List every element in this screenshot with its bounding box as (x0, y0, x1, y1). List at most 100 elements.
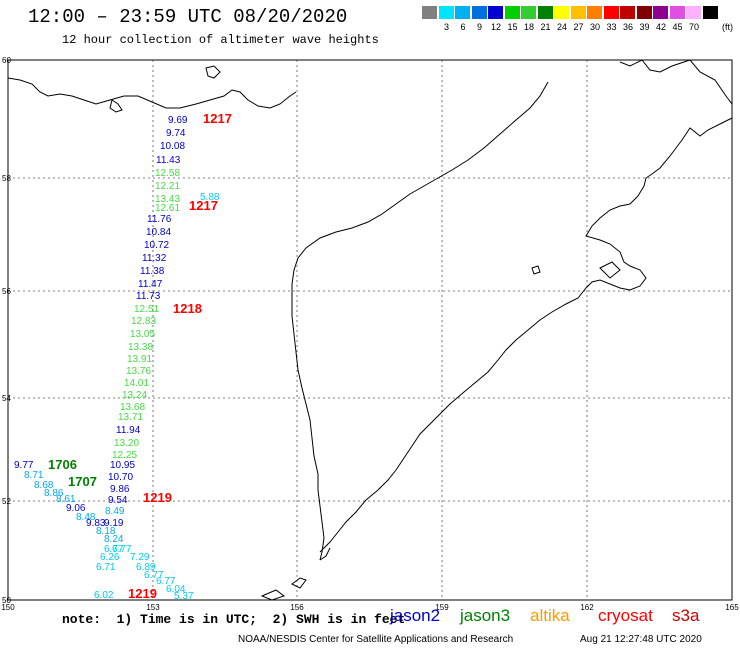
map-subtitle: 12 hour collection of altimeter wave hei… (62, 33, 379, 47)
color-scale-label: 24 (556, 22, 567, 32)
wave-height-value: 9.74 (166, 128, 186, 139)
wave-height-value: 5.88 (200, 192, 220, 203)
color-scale-swatch (422, 6, 437, 19)
latitude-tick-label: 56 (2, 287, 11, 296)
wave-height-value: 8.18 (96, 526, 116, 537)
latitude-tick-label: 58 (2, 174, 11, 183)
latitude-tick-label: 60 (2, 56, 11, 65)
color-scale-label: 45 (672, 22, 683, 32)
track-time-label: 1706 (48, 457, 77, 472)
color-scale-swatch (587, 6, 602, 19)
track-time-label: 1707 (68, 474, 97, 489)
wave-height-value: 13.05 (130, 329, 155, 340)
latitude-tick-label: 50 (2, 596, 11, 605)
color-scale-swatch (488, 6, 503, 19)
color-scale-label: 3 (443, 22, 449, 32)
color-scale-swatch (455, 6, 470, 19)
wave-height-value: 9.69 (168, 115, 188, 126)
wave-height-value: 10.70 (108, 472, 133, 483)
color-scale-swatch (653, 6, 668, 19)
track-time-label: 1217 (203, 111, 232, 126)
color-scale-swatch (669, 6, 685, 19)
wave-height-value: 9.77 (14, 460, 34, 471)
wave-height-value: 11.43 (156, 155, 181, 166)
longitude-tick-label: 159 (435, 603, 449, 612)
footer-note: note: 1) Time is in UTC; 2) SWH is in fe… (62, 612, 406, 627)
wave-height-value: 13.38 (128, 342, 153, 353)
color-scale-swatch (438, 6, 454, 19)
latitude-tick-label: 52 (2, 497, 11, 506)
track-time-label: 1219 (128, 586, 157, 601)
wave-height-value: 6.77 (144, 570, 164, 581)
wave-height-value: 9.19 (104, 518, 124, 529)
wave-height-value: 13.43 (155, 194, 180, 205)
coastline (7, 59, 733, 601)
longitude-tick-label: 150 (1, 603, 15, 612)
wave-height-value: 10.72 (144, 240, 169, 251)
wave-height-value: 12.58 (155, 168, 180, 179)
color-scale-swatch (554, 6, 569, 19)
wave-height-value: 12.25 (112, 450, 137, 461)
wave-height-value: 5.37 (174, 591, 194, 602)
track-time-labels: 1217 1217 1218 1219 1219 1706 1707 (48, 111, 232, 601)
color-scale-swatch (504, 6, 520, 19)
wave-height-value: 9.06 (66, 503, 86, 514)
wave-height-value: 6.02 (94, 590, 114, 601)
wave-height-value: 8.49 (105, 506, 125, 517)
wave-height-value: 14.01 (124, 378, 149, 389)
map-grid (8, 60, 732, 600)
color-scale-label: 12 (490, 22, 501, 32)
wave-height-value: 9.83 (86, 518, 106, 529)
color-scale-swatch (603, 6, 619, 19)
color-scale-label: 21 (540, 22, 551, 32)
longitude-tick-label: 156 (290, 603, 304, 612)
color-scale-label: 30 (589, 22, 600, 32)
longitude-tick-label: 153 (146, 603, 160, 612)
island-north (109, 99, 123, 113)
wave-height-labels: 9.699.7410.0811.4312.5812.2113.4312.6111… (14, 115, 220, 602)
satellite-legend-s3a: s3a (672, 606, 700, 625)
island-karaginsky (599, 261, 621, 279)
wave-height-value: 9.86 (110, 484, 130, 495)
wave-height-value: 12.83 (131, 316, 156, 327)
track-time-label: 1217 (189, 198, 218, 213)
wave-height-value: 13.91 (127, 354, 152, 365)
color-scale-swatch (620, 6, 635, 19)
wave-height-value: 13.24 (122, 390, 147, 401)
wave-height-value: 13.71 (118, 412, 143, 423)
generation-timestamp: Aug 21 12:27:48 UTC 2020 (580, 634, 702, 645)
wave-height-value: 10.84 (146, 227, 171, 238)
wave-height-value: 8.68 (34, 480, 54, 491)
wave-height-value: 6.89 (136, 562, 156, 573)
axis-tick-labels: 150 153 156 159 162 165 50 52 54 56 58 60 (1, 56, 739, 612)
wave-height-value: 11.94 (116, 425, 141, 436)
kamchatka-south-tip (319, 547, 331, 561)
track-time-label: 1219 (143, 490, 172, 505)
color-scale-unit: (ft) (722, 22, 733, 32)
wave-height-value: 13.68 (120, 402, 145, 413)
color-scale-label: 39 (639, 22, 650, 32)
wave-height-value: 9.54 (108, 495, 128, 506)
wave-height-value: 13.20 (114, 438, 139, 449)
island-north-2 (205, 65, 221, 79)
longitude-tick-label: 162 (580, 603, 594, 612)
wave-height-value: 6.77 (104, 544, 124, 555)
latitude-tick-label: 54 (2, 394, 11, 403)
wave-height-value: 8.61 (56, 494, 76, 505)
satellite-legend-altika: altika (530, 606, 570, 625)
color-scale-label: 6 (460, 22, 466, 32)
wave-height-value: 11.73 (136, 291, 161, 302)
longitude-tick-label: 165 (725, 603, 739, 612)
wave-height-value: 12.61 (155, 203, 180, 214)
wave-height-value: 8.71 (24, 470, 44, 481)
wave-height-value: 6.04 (166, 584, 186, 595)
map-frame (7, 59, 733, 601)
wave-height-value: 8.86 (44, 488, 64, 499)
wave-height-value: 10.95 (110, 460, 135, 471)
wave-height-value: 10.08 (160, 141, 185, 152)
color-scale-swatch (570, 6, 586, 19)
color-scale-swatch (471, 6, 487, 19)
wave-height-value: 7.29 (130, 552, 150, 563)
wave-height-value: 12.51 (134, 304, 159, 315)
color-scale-label: 15 (507, 22, 518, 32)
